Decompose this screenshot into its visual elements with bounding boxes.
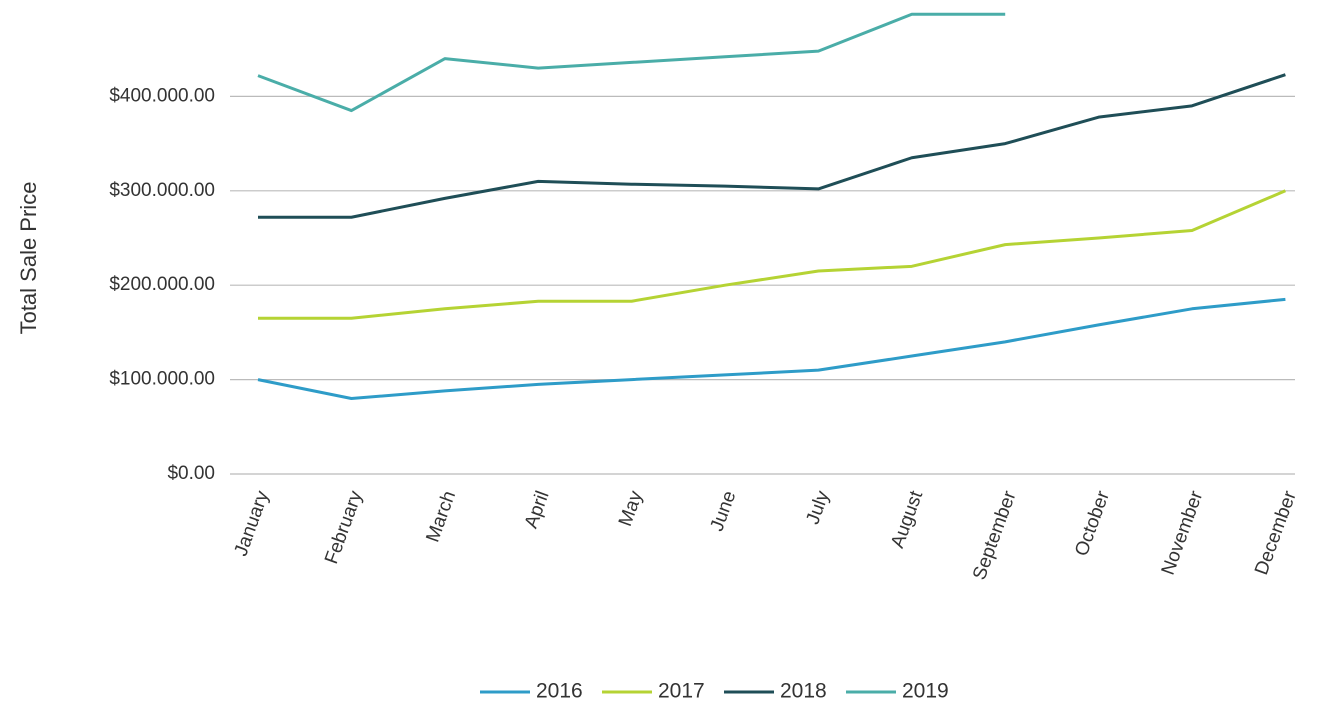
x-tick-label: February — [321, 488, 367, 567]
x-tick-label: April — [521, 488, 554, 531]
legend-label: 2016 — [536, 680, 583, 703]
y-tick-label: $0.00 — [167, 463, 215, 484]
x-tick-label: July — [803, 488, 834, 527]
x-tick-label: August — [887, 488, 927, 551]
legend-label: 2017 — [658, 680, 705, 703]
y-tick-label: $400.000.00 — [109, 85, 215, 106]
y-tick-label: $200.000.00 — [109, 274, 215, 295]
x-tick-label: May — [615, 488, 647, 529]
x-tick-label: January — [231, 488, 274, 559]
x-tick-label: June — [707, 488, 741, 534]
series-line — [257, 297, 1286, 400]
x-tick-label: November — [1158, 488, 1208, 578]
series-line — [257, 12, 1006, 113]
y-tick-label: $100.000.00 — [109, 369, 215, 390]
y-tick-label: $300.000.00 — [109, 180, 215, 201]
legend-label: 2018 — [780, 680, 827, 703]
y-axis-label: Total Sale Price — [16, 182, 41, 335]
x-tick-label: September — [969, 488, 1021, 583]
legend-label: 2019 — [902, 680, 949, 703]
x-tick-label: October — [1071, 488, 1114, 559]
x-tick-label: December — [1251, 488, 1301, 578]
series-line — [258, 189, 1286, 320]
x-tick-label: March — [422, 488, 460, 545]
series-line — [258, 73, 1286, 219]
